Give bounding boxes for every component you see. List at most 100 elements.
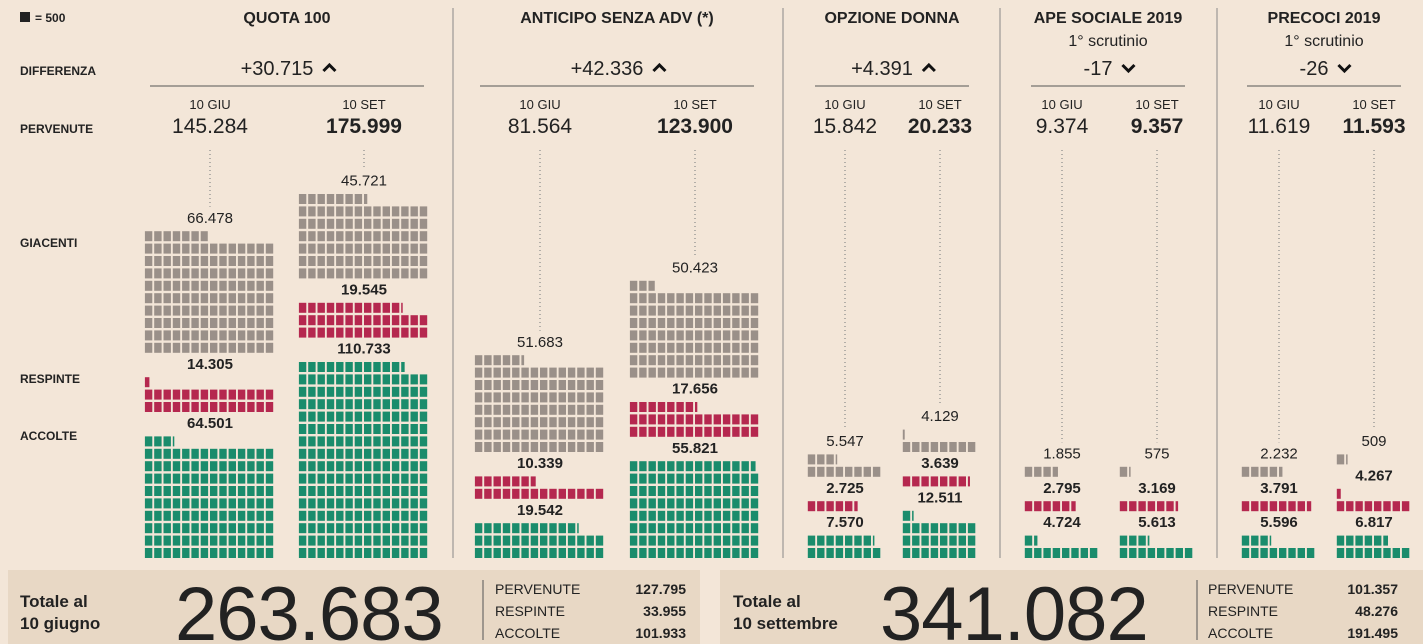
unit-square	[540, 442, 548, 452]
unit-square	[200, 486, 209, 496]
group-title: APE SOCIALE 2019	[1034, 10, 1183, 27]
unit-square	[191, 330, 199, 341]
unit-square	[1383, 501, 1391, 512]
column-date: 10 GIU	[519, 97, 560, 112]
unit-square	[902, 548, 911, 558]
unit-square	[326, 243, 335, 254]
unit-square	[154, 548, 162, 558]
unit-square	[685, 355, 694, 366]
value-label: 5.547	[826, 433, 864, 450]
unit-square	[382, 231, 390, 242]
unit-square	[577, 392, 585, 403]
unit-square	[676, 355, 684, 366]
unit-square	[732, 461, 740, 472]
unit-square	[493, 380, 501, 390]
unit-square	[1346, 454, 1348, 465]
unit-square	[364, 268, 372, 279]
unit-square	[502, 429, 511, 440]
unit-square	[577, 442, 585, 452]
unit-square	[336, 206, 344, 217]
unit-square	[172, 510, 181, 521]
unit-square	[629, 523, 638, 534]
pervenute-value: 9.357	[1131, 115, 1184, 138]
unit-square	[530, 535, 539, 546]
unit-square	[685, 330, 694, 341]
unit-square	[298, 194, 307, 204]
unit-square	[364, 194, 368, 204]
unit-square	[326, 386, 335, 397]
unit-square	[577, 535, 585, 546]
unit-square	[648, 548, 656, 558]
unit-square	[298, 206, 307, 217]
unit-square	[958, 442, 966, 452]
unit-square	[172, 268, 181, 279]
unit-square	[949, 548, 957, 558]
unit-square	[298, 498, 307, 509]
unit-square	[502, 404, 511, 415]
unit-square	[958, 548, 966, 558]
unit-square	[657, 402, 666, 412]
unit-square	[391, 315, 400, 326]
unit-square	[354, 448, 363, 459]
unit-square	[512, 392, 520, 403]
unit-square	[639, 293, 647, 304]
unit-square	[484, 548, 492, 558]
unit-square	[676, 367, 684, 378]
unit-square	[410, 231, 418, 242]
unit-square	[1279, 501, 1287, 512]
unit-square	[191, 389, 199, 400]
unit-square	[182, 305, 190, 316]
unit-square	[237, 498, 246, 509]
unit-square	[577, 488, 585, 499]
unit-square	[308, 424, 316, 434]
unit-square	[474, 392, 483, 403]
unit-square	[228, 243, 236, 254]
unit-square	[750, 461, 756, 472]
unit-square	[493, 367, 501, 378]
unit-square	[695, 510, 703, 521]
unit-square	[512, 355, 520, 366]
difference: +30.715	[241, 58, 314, 80]
unit-square	[512, 404, 520, 415]
unit-square	[419, 243, 428, 254]
unit-square	[845, 548, 853, 558]
unit-square	[191, 293, 199, 304]
unit-square	[210, 523, 218, 534]
unit-square	[713, 486, 721, 496]
unit-square	[200, 461, 209, 472]
unit-square	[586, 535, 594, 546]
unit-square	[845, 466, 853, 477]
unit-square	[182, 548, 190, 558]
unit-square	[345, 486, 353, 496]
unit-square	[345, 362, 353, 372]
unit-square	[685, 523, 694, 534]
unit-square	[493, 404, 501, 415]
unit-square	[741, 318, 749, 328]
unit-square	[345, 302, 353, 313]
unit-square	[484, 442, 492, 452]
unit-square	[345, 206, 353, 217]
unit-square	[902, 429, 905, 440]
unit-square	[639, 367, 647, 378]
unit-square	[713, 548, 721, 558]
unit-square	[219, 461, 227, 472]
unit-square	[667, 355, 675, 366]
unit-square	[1306, 548, 1315, 558]
unit-square	[364, 436, 372, 447]
unit-square	[540, 380, 548, 390]
unit-square	[317, 411, 325, 422]
unit-square	[530, 523, 539, 534]
unit-square	[401, 424, 409, 434]
unit-square	[595, 535, 604, 546]
unit-square	[1374, 535, 1382, 546]
unit-square	[807, 535, 816, 546]
unit-square	[144, 268, 153, 279]
unit-square	[484, 488, 492, 499]
unit-square	[182, 256, 190, 266]
unit-square	[722, 293, 731, 304]
unit-square	[940, 476, 948, 487]
unit-square	[144, 231, 153, 242]
unit-square	[835, 466, 844, 477]
unit-square	[154, 510, 162, 521]
unit-square	[326, 498, 335, 509]
